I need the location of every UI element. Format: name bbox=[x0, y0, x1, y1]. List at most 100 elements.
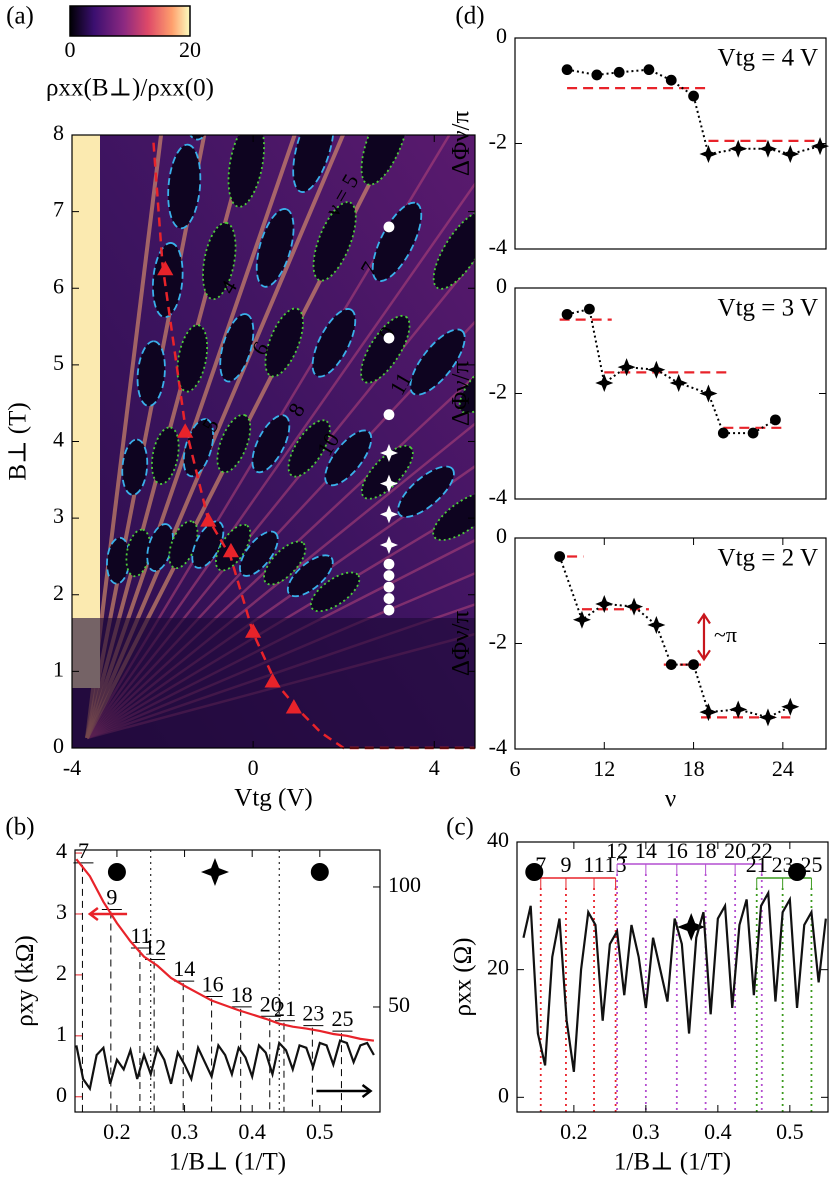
point bbox=[729, 700, 748, 719]
arrow-right bbox=[316, 1084, 373, 1098]
x-tick-label: 0.4 bbox=[238, 1119, 266, 1144]
point bbox=[379, 443, 398, 462]
point bbox=[665, 74, 677, 86]
contour bbox=[168, 520, 199, 570]
x-tick-label: 0.3 bbox=[171, 1119, 199, 1144]
contour bbox=[360, 444, 414, 500]
point bbox=[379, 535, 398, 554]
colorbar-label: ρxx(B⊥)/ρxx(0) bbox=[46, 75, 214, 102]
comb-label: 16 bbox=[666, 838, 688, 863]
y-tick-label: 5 bbox=[53, 350, 64, 375]
comb-label: 18 bbox=[695, 838, 717, 863]
y-axis-label: B⊥ (T) bbox=[5, 402, 32, 480]
point bbox=[811, 137, 830, 156]
point bbox=[781, 145, 800, 164]
step-label: 14 bbox=[173, 956, 195, 981]
point bbox=[383, 221, 395, 233]
contour bbox=[255, 208, 295, 288]
plot-frame bbox=[514, 287, 827, 500]
contour bbox=[292, 135, 335, 193]
y-tick-label: 1 bbox=[53, 656, 64, 681]
y-axis-label: ΔΦν/π bbox=[448, 611, 475, 677]
point bbox=[758, 708, 777, 727]
colorbar bbox=[69, 5, 191, 37]
contour bbox=[202, 221, 237, 301]
contour bbox=[500, 368, 584, 447]
contour bbox=[312, 201, 357, 282]
contour bbox=[125, 528, 152, 578]
arrow-label: ~π bbox=[714, 622, 737, 647]
comb-label: 12 bbox=[606, 838, 628, 863]
point bbox=[669, 373, 688, 392]
heatmap-bright bbox=[72, 135, 100, 688]
point bbox=[613, 66, 625, 78]
y-tick-label: 7 bbox=[53, 197, 64, 222]
contour bbox=[182, 418, 215, 478]
contour bbox=[371, 201, 423, 283]
y-tick-label: 20 bbox=[487, 955, 509, 980]
point bbox=[572, 610, 591, 629]
y-tick-label: -4 bbox=[489, 484, 507, 509]
point bbox=[383, 409, 395, 421]
y-tick-label: 4 bbox=[56, 838, 67, 863]
point bbox=[157, 260, 174, 276]
y-axis-label: ΔΦν/π bbox=[448, 361, 475, 427]
contour bbox=[247, 15, 299, 117]
y-tick-label: 2 bbox=[56, 960, 67, 985]
x-tick-label: 0.3 bbox=[632, 1119, 660, 1144]
point bbox=[584, 303, 595, 315]
comb-label: 14 bbox=[635, 838, 657, 863]
symbol-star bbox=[200, 858, 229, 886]
step-label: 23 bbox=[302, 1001, 324, 1026]
line bbox=[75, 858, 375, 1042]
plot-frame bbox=[514, 37, 827, 250]
line bbox=[566, 307, 776, 435]
point bbox=[561, 64, 573, 76]
point bbox=[643, 64, 655, 76]
arrow-left bbox=[87, 906, 128, 921]
contour bbox=[176, 324, 209, 393]
line bbox=[75, 1039, 375, 1092]
point bbox=[561, 308, 573, 320]
y-tick-label: 2 bbox=[53, 580, 64, 605]
symbol-dot bbox=[525, 863, 544, 881]
y-tick-label: 0 bbox=[496, 273, 507, 298]
plot-frame bbox=[71, 134, 476, 749]
comb-label: 13 bbox=[605, 852, 627, 877]
symbol-dot bbox=[107, 863, 126, 881]
comb-label: 22 bbox=[751, 838, 773, 863]
point bbox=[177, 423, 194, 438]
contour bbox=[360, 135, 410, 186]
step-label: 11 bbox=[130, 923, 151, 948]
y2-tick-label: 100 bbox=[388, 872, 421, 897]
point bbox=[383, 581, 395, 593]
point bbox=[688, 90, 699, 102]
point bbox=[729, 139, 748, 158]
point bbox=[383, 558, 395, 570]
step-label: 20 bbox=[260, 991, 282, 1016]
point bbox=[617, 358, 636, 377]
point bbox=[245, 623, 262, 638]
step-label: 9 bbox=[106, 885, 117, 910]
contour bbox=[287, 419, 331, 478]
y-tick-label: 0 bbox=[53, 733, 64, 758]
point bbox=[554, 551, 566, 562]
point bbox=[699, 703, 718, 722]
comb-label: 11 bbox=[583, 852, 604, 877]
contour bbox=[239, 530, 279, 577]
panel-label: (b) bbox=[5, 814, 34, 841]
x-axis-label: ν bbox=[665, 786, 676, 813]
contour bbox=[409, 328, 466, 396]
y-tick-label: 3 bbox=[53, 503, 64, 528]
comb-label: 7 bbox=[535, 852, 546, 877]
point bbox=[647, 616, 666, 635]
point bbox=[285, 699, 302, 714]
arrow bbox=[697, 612, 711, 662]
point bbox=[595, 373, 614, 392]
step-label: 16 bbox=[202, 972, 224, 997]
panel-annotation: Vtg = 4 V bbox=[718, 45, 818, 72]
point bbox=[383, 570, 395, 581]
point bbox=[717, 427, 729, 439]
colorbar-tick-label: 0 bbox=[65, 37, 76, 62]
point bbox=[688, 659, 699, 670]
